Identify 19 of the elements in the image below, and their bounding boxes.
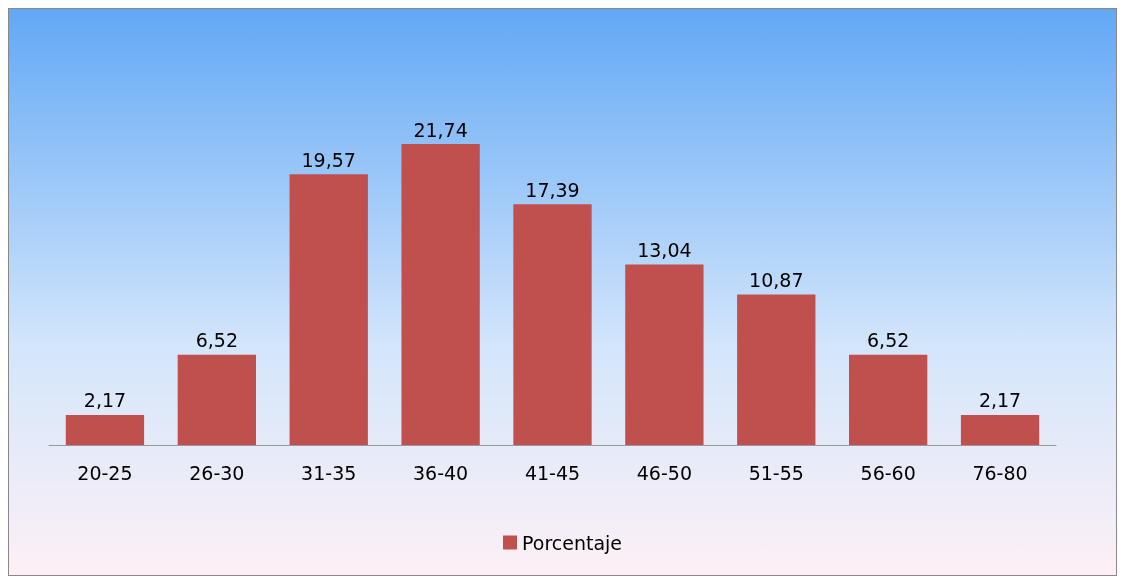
x-tick-label: 36-40 bbox=[413, 461, 469, 484]
data-label: 17,39 bbox=[525, 178, 580, 201]
x-tick-label: 31-35 bbox=[301, 461, 357, 484]
x-tick-label: 26-30 bbox=[189, 461, 245, 484]
data-label: 6,52 bbox=[195, 329, 238, 352]
data-label: 6,52 bbox=[867, 329, 910, 352]
x-tick-label: 56-60 bbox=[860, 461, 916, 484]
x-tick-label: 76-80 bbox=[972, 461, 1028, 484]
legend-label: Porcentaje bbox=[521, 531, 623, 554]
data-label: 21,74 bbox=[413, 118, 468, 141]
data-label: 2,17 bbox=[83, 389, 127, 412]
data-label: 2,17 bbox=[978, 389, 1022, 412]
data-label: 13,04 bbox=[637, 239, 692, 262]
x-tick-label: 46-50 bbox=[636, 461, 692, 484]
x-tick-label: 20-25 bbox=[77, 461, 133, 484]
x-tick-label: 51-55 bbox=[748, 461, 804, 484]
x-tick-label: 41-45 bbox=[524, 461, 581, 484]
data-label: 10,87 bbox=[749, 269, 804, 292]
data-label: 19,57 bbox=[301, 148, 356, 171]
